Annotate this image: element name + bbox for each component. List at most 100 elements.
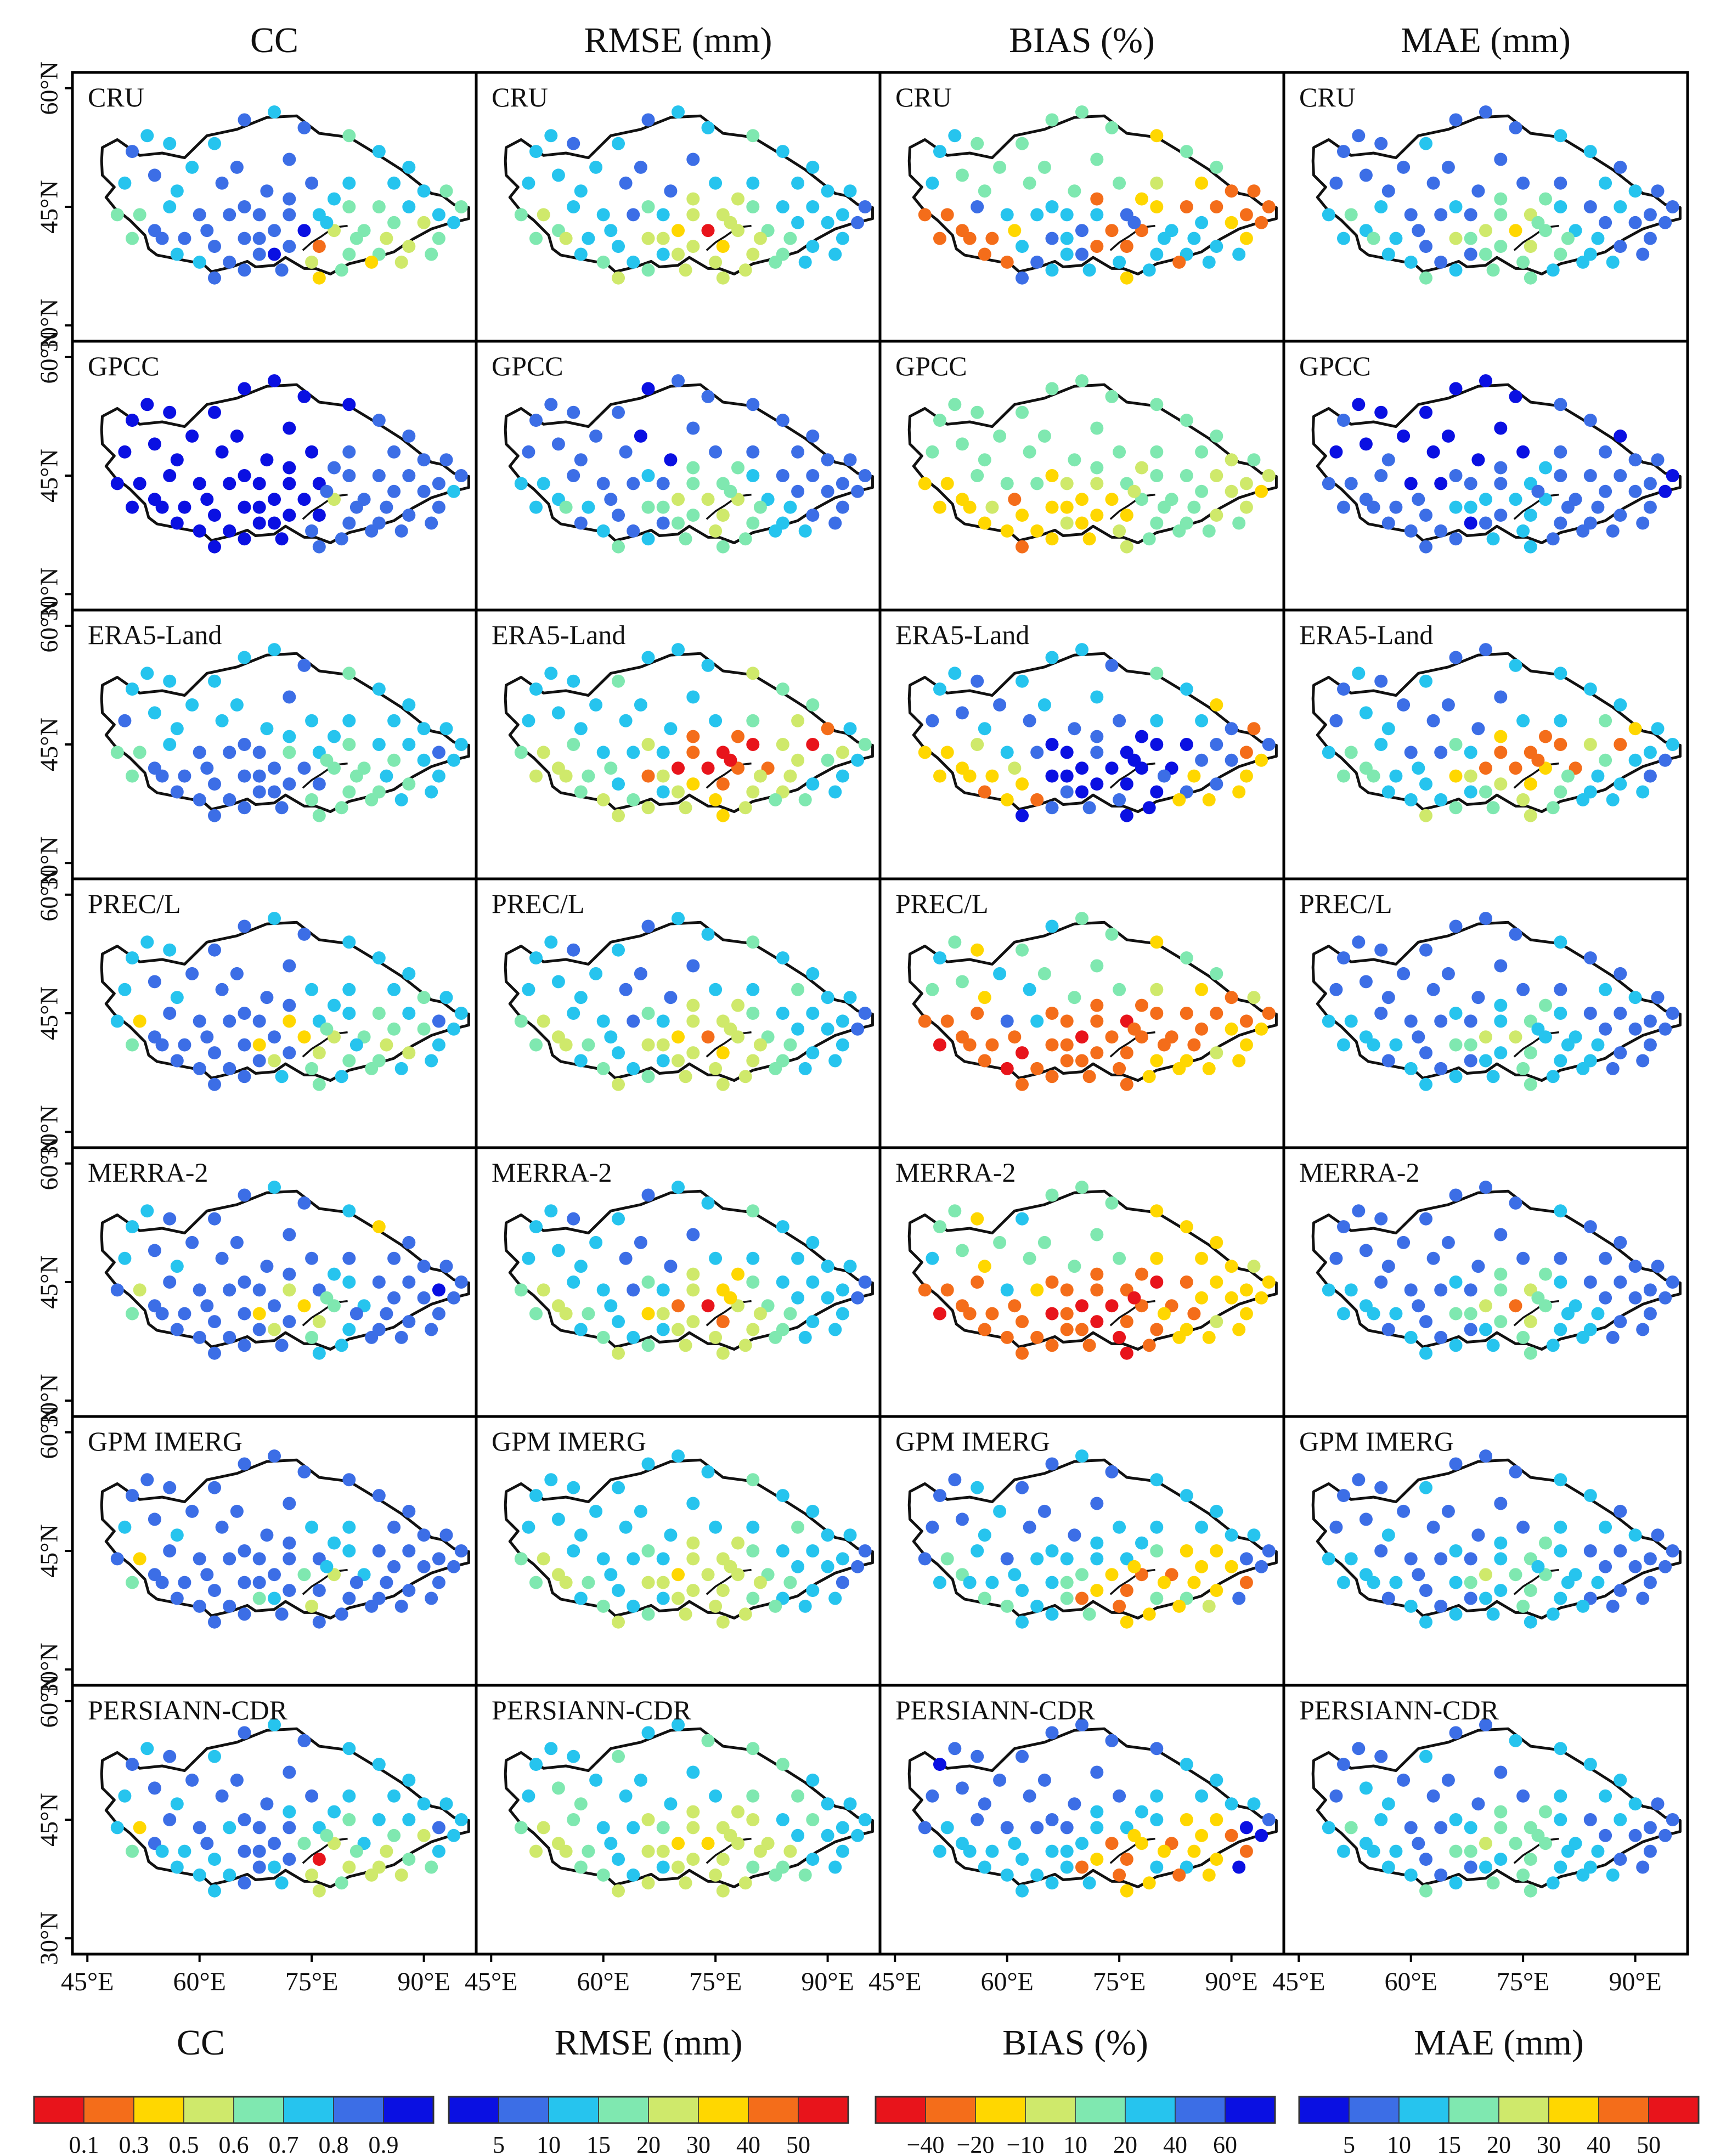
- station-point: [1262, 738, 1276, 751]
- station-point: [126, 1844, 139, 1858]
- station-point: [529, 1038, 543, 1052]
- station-point: [522, 1789, 535, 1803]
- station-point: [724, 753, 737, 767]
- station-point: [582, 1038, 595, 1052]
- station-point: [133, 1821, 146, 1835]
- station-point: [1135, 1536, 1148, 1550]
- station-point: [672, 105, 685, 119]
- station-point: [612, 1584, 625, 1598]
- station-point: [1554, 176, 1567, 190]
- station-point: [627, 746, 640, 759]
- station-point: [641, 532, 655, 546]
- station-point: [836, 232, 849, 245]
- station-point: [193, 524, 206, 538]
- colorbar-segment: [748, 2096, 799, 2124]
- station-point: [1659, 216, 1672, 229]
- station-point: [208, 809, 221, 822]
- station-point: [380, 1038, 393, 1052]
- station-point: [283, 509, 296, 522]
- station-point: [1494, 730, 1508, 743]
- station-point: [1172, 524, 1186, 538]
- station-point: [1524, 1315, 1537, 1329]
- station-point: [215, 445, 229, 459]
- station-point: [1030, 1868, 1044, 1882]
- station-point: [1419, 674, 1432, 688]
- station-point: [1614, 777, 1627, 791]
- station-point: [432, 1307, 445, 1320]
- station-point: [1037, 160, 1051, 174]
- station-point: [1090, 959, 1104, 973]
- colorbar-segment: [498, 2096, 549, 2124]
- station-point: [1113, 1789, 1126, 1803]
- station-point: [918, 1283, 932, 1297]
- station-point: [701, 1030, 715, 1044]
- station-point: [342, 1742, 356, 1756]
- station-point: [297, 121, 311, 134]
- station-point: [1060, 1323, 1074, 1336]
- station-point: [223, 524, 236, 538]
- station-point: [1659, 753, 1672, 767]
- station-point: [806, 1584, 820, 1598]
- station-point: [971, 1544, 984, 1557]
- station-point: [933, 1576, 946, 1589]
- station-point: [1195, 1022, 1209, 1036]
- station-point: [948, 129, 962, 143]
- station-point: [1494, 1805, 1508, 1819]
- station-point: [1583, 1758, 1597, 1771]
- station-point: [537, 477, 550, 490]
- station-point: [1337, 1489, 1350, 1503]
- station-point: [1105, 1837, 1119, 1850]
- station-point: [724, 484, 737, 498]
- station-point: [1232, 785, 1246, 799]
- station-point: [268, 1323, 281, 1336]
- station-point: [297, 927, 311, 941]
- station-point: [185, 1504, 199, 1518]
- station-point: [238, 1275, 251, 1289]
- station-point: [1045, 113, 1059, 127]
- station-point: [1150, 785, 1164, 799]
- station-point: [1150, 1742, 1164, 1756]
- station-point: [342, 1054, 356, 1068]
- station-point: [596, 255, 610, 269]
- station-point: [1509, 761, 1522, 775]
- station-point: [223, 1552, 236, 1566]
- station-point: [1479, 1591, 1492, 1605]
- station-point: [776, 145, 789, 159]
- station-point: [1419, 1584, 1432, 1598]
- station-point: [1127, 1560, 1141, 1573]
- station-point: [342, 1860, 356, 1874]
- station-point: [1127, 484, 1141, 498]
- station-point: [185, 429, 199, 443]
- colorbar-tick-label: 5: [493, 2131, 505, 2156]
- station-point: [1045, 1307, 1059, 1320]
- station-point: [1180, 738, 1193, 751]
- station-point: [821, 1828, 834, 1842]
- station-point: [297, 390, 311, 403]
- station-point: [1105, 927, 1119, 941]
- station-point: [1037, 1504, 1051, 1518]
- station-point: [1524, 809, 1537, 822]
- station-point: [933, 145, 946, 159]
- station-point: [1614, 1853, 1627, 1866]
- station-point: [1666, 200, 1679, 213]
- station-point: [223, 1062, 236, 1075]
- station-point: [1082, 1339, 1096, 1352]
- station-point: [402, 200, 416, 213]
- station-point: [798, 1868, 812, 1882]
- station-point: [297, 1837, 311, 1850]
- colorbar-segment: [598, 2096, 649, 2124]
- station-point: [1016, 1853, 1029, 1866]
- station-point: [1180, 414, 1193, 427]
- station-point: [746, 785, 760, 799]
- station-point: [1599, 216, 1612, 229]
- station-point: [252, 500, 266, 514]
- station-point: [1643, 1307, 1657, 1320]
- station-point: [252, 1307, 266, 1320]
- station-point: [1239, 1552, 1253, 1566]
- station-point: [1045, 500, 1059, 514]
- station-point: [1479, 1054, 1492, 1068]
- station-point: [821, 1260, 834, 1273]
- colorbar-tick-label: 10: [1387, 2131, 1411, 2156]
- station-point: [1606, 1868, 1620, 1882]
- station-point: [1030, 1330, 1044, 1344]
